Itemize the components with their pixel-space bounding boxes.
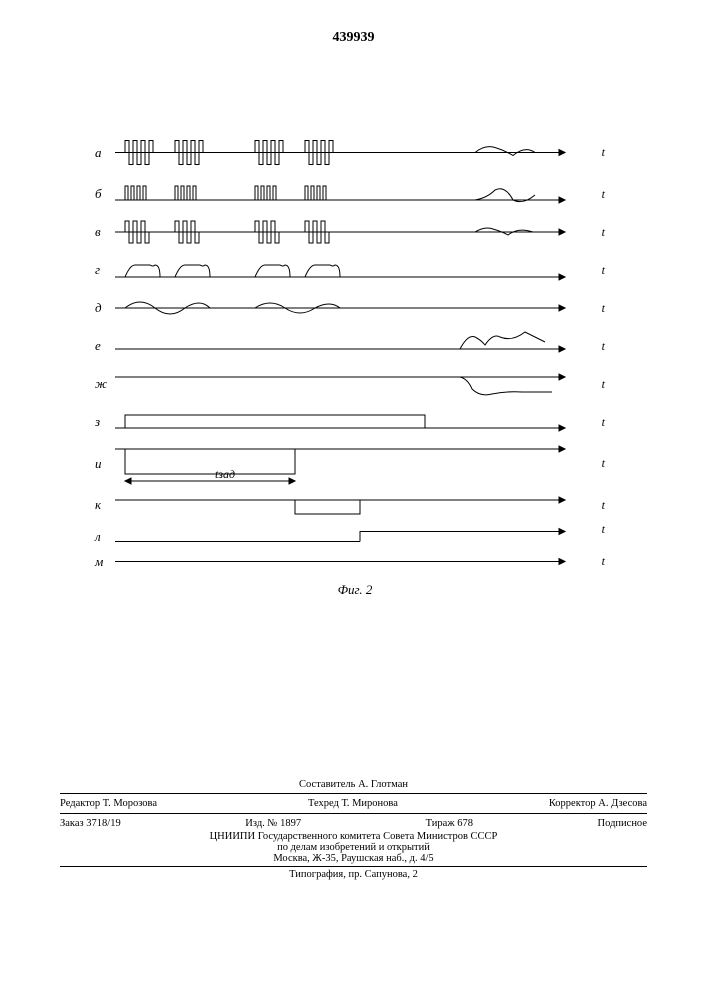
- axis-label: t: [602, 187, 605, 202]
- page-number: 439939: [0, 30, 707, 46]
- printer: Типография, пр. Сапунова, 2: [60, 869, 647, 880]
- axis-label: t: [602, 377, 605, 392]
- row-label: б: [95, 186, 102, 202]
- axis-label: t: [602, 145, 605, 160]
- order: Заказ 3718/19: [60, 818, 121, 829]
- row-label: г: [95, 262, 100, 278]
- row-label: и: [95, 456, 102, 472]
- org1: ЦНИИПИ Государственного комитета Совета …: [60, 831, 647, 842]
- signal-row-i: и tзад t: [115, 441, 595, 486]
- addr: Москва, Ж-35, Раушская наб., д. 4/5: [60, 853, 647, 864]
- axis-label: t: [602, 301, 605, 316]
- signal-row-z: з t: [115, 403, 595, 441]
- axis-label: t: [602, 522, 605, 537]
- signal-row-e: е t: [115, 327, 595, 365]
- subscribe: Подписное: [598, 818, 647, 829]
- signal-row-b: б t: [115, 175, 595, 213]
- techred: Техред Т. Миронова: [308, 798, 398, 809]
- row-label: ж: [95, 376, 107, 392]
- signal-row-v: в t: [115, 213, 595, 251]
- signal-row-zh: ж t: [115, 365, 595, 403]
- timing-diagram: а t б t: [115, 130, 595, 598]
- signal-row-a: а t: [115, 130, 595, 175]
- axis-label: t: [602, 554, 605, 569]
- row-label: к: [95, 497, 101, 513]
- row-label: м: [95, 554, 103, 570]
- row-label: а: [95, 145, 102, 161]
- editor: Редактор Т. Морозова: [60, 798, 157, 809]
- org2: по делам изобретений и открытий: [60, 842, 647, 853]
- axis-label: t: [602, 225, 605, 240]
- axis-label: t: [602, 498, 605, 513]
- row-label: д: [95, 300, 102, 316]
- row-label: е: [95, 338, 101, 354]
- signal-row-l: л t: [115, 524, 595, 549]
- footer: Составитель А. Глотман Редактор Т. Мороз…: [60, 779, 647, 880]
- row-label: в: [95, 224, 101, 240]
- axis-label: t: [602, 415, 605, 430]
- signal-row-g: г t: [115, 251, 595, 289]
- axis-label: t: [602, 456, 605, 471]
- row-label: з: [95, 414, 100, 430]
- signal-row-k: к t: [115, 486, 595, 524]
- t-delay-label: tзад: [215, 467, 235, 482]
- tirage: Тираж 678: [426, 818, 473, 829]
- izd: Изд. № 1897: [245, 818, 301, 829]
- signal-row-m: м t: [115, 549, 595, 574]
- signal-row-d: д t: [115, 289, 595, 327]
- axis-label: t: [602, 263, 605, 278]
- corrector: Корректор А. Дзесова: [549, 798, 647, 809]
- axis-label: t: [602, 339, 605, 354]
- compiler: Составитель А. Глотман: [60, 779, 647, 790]
- row-label: л: [95, 529, 101, 545]
- figure-caption: Фиг. 2: [115, 582, 595, 598]
